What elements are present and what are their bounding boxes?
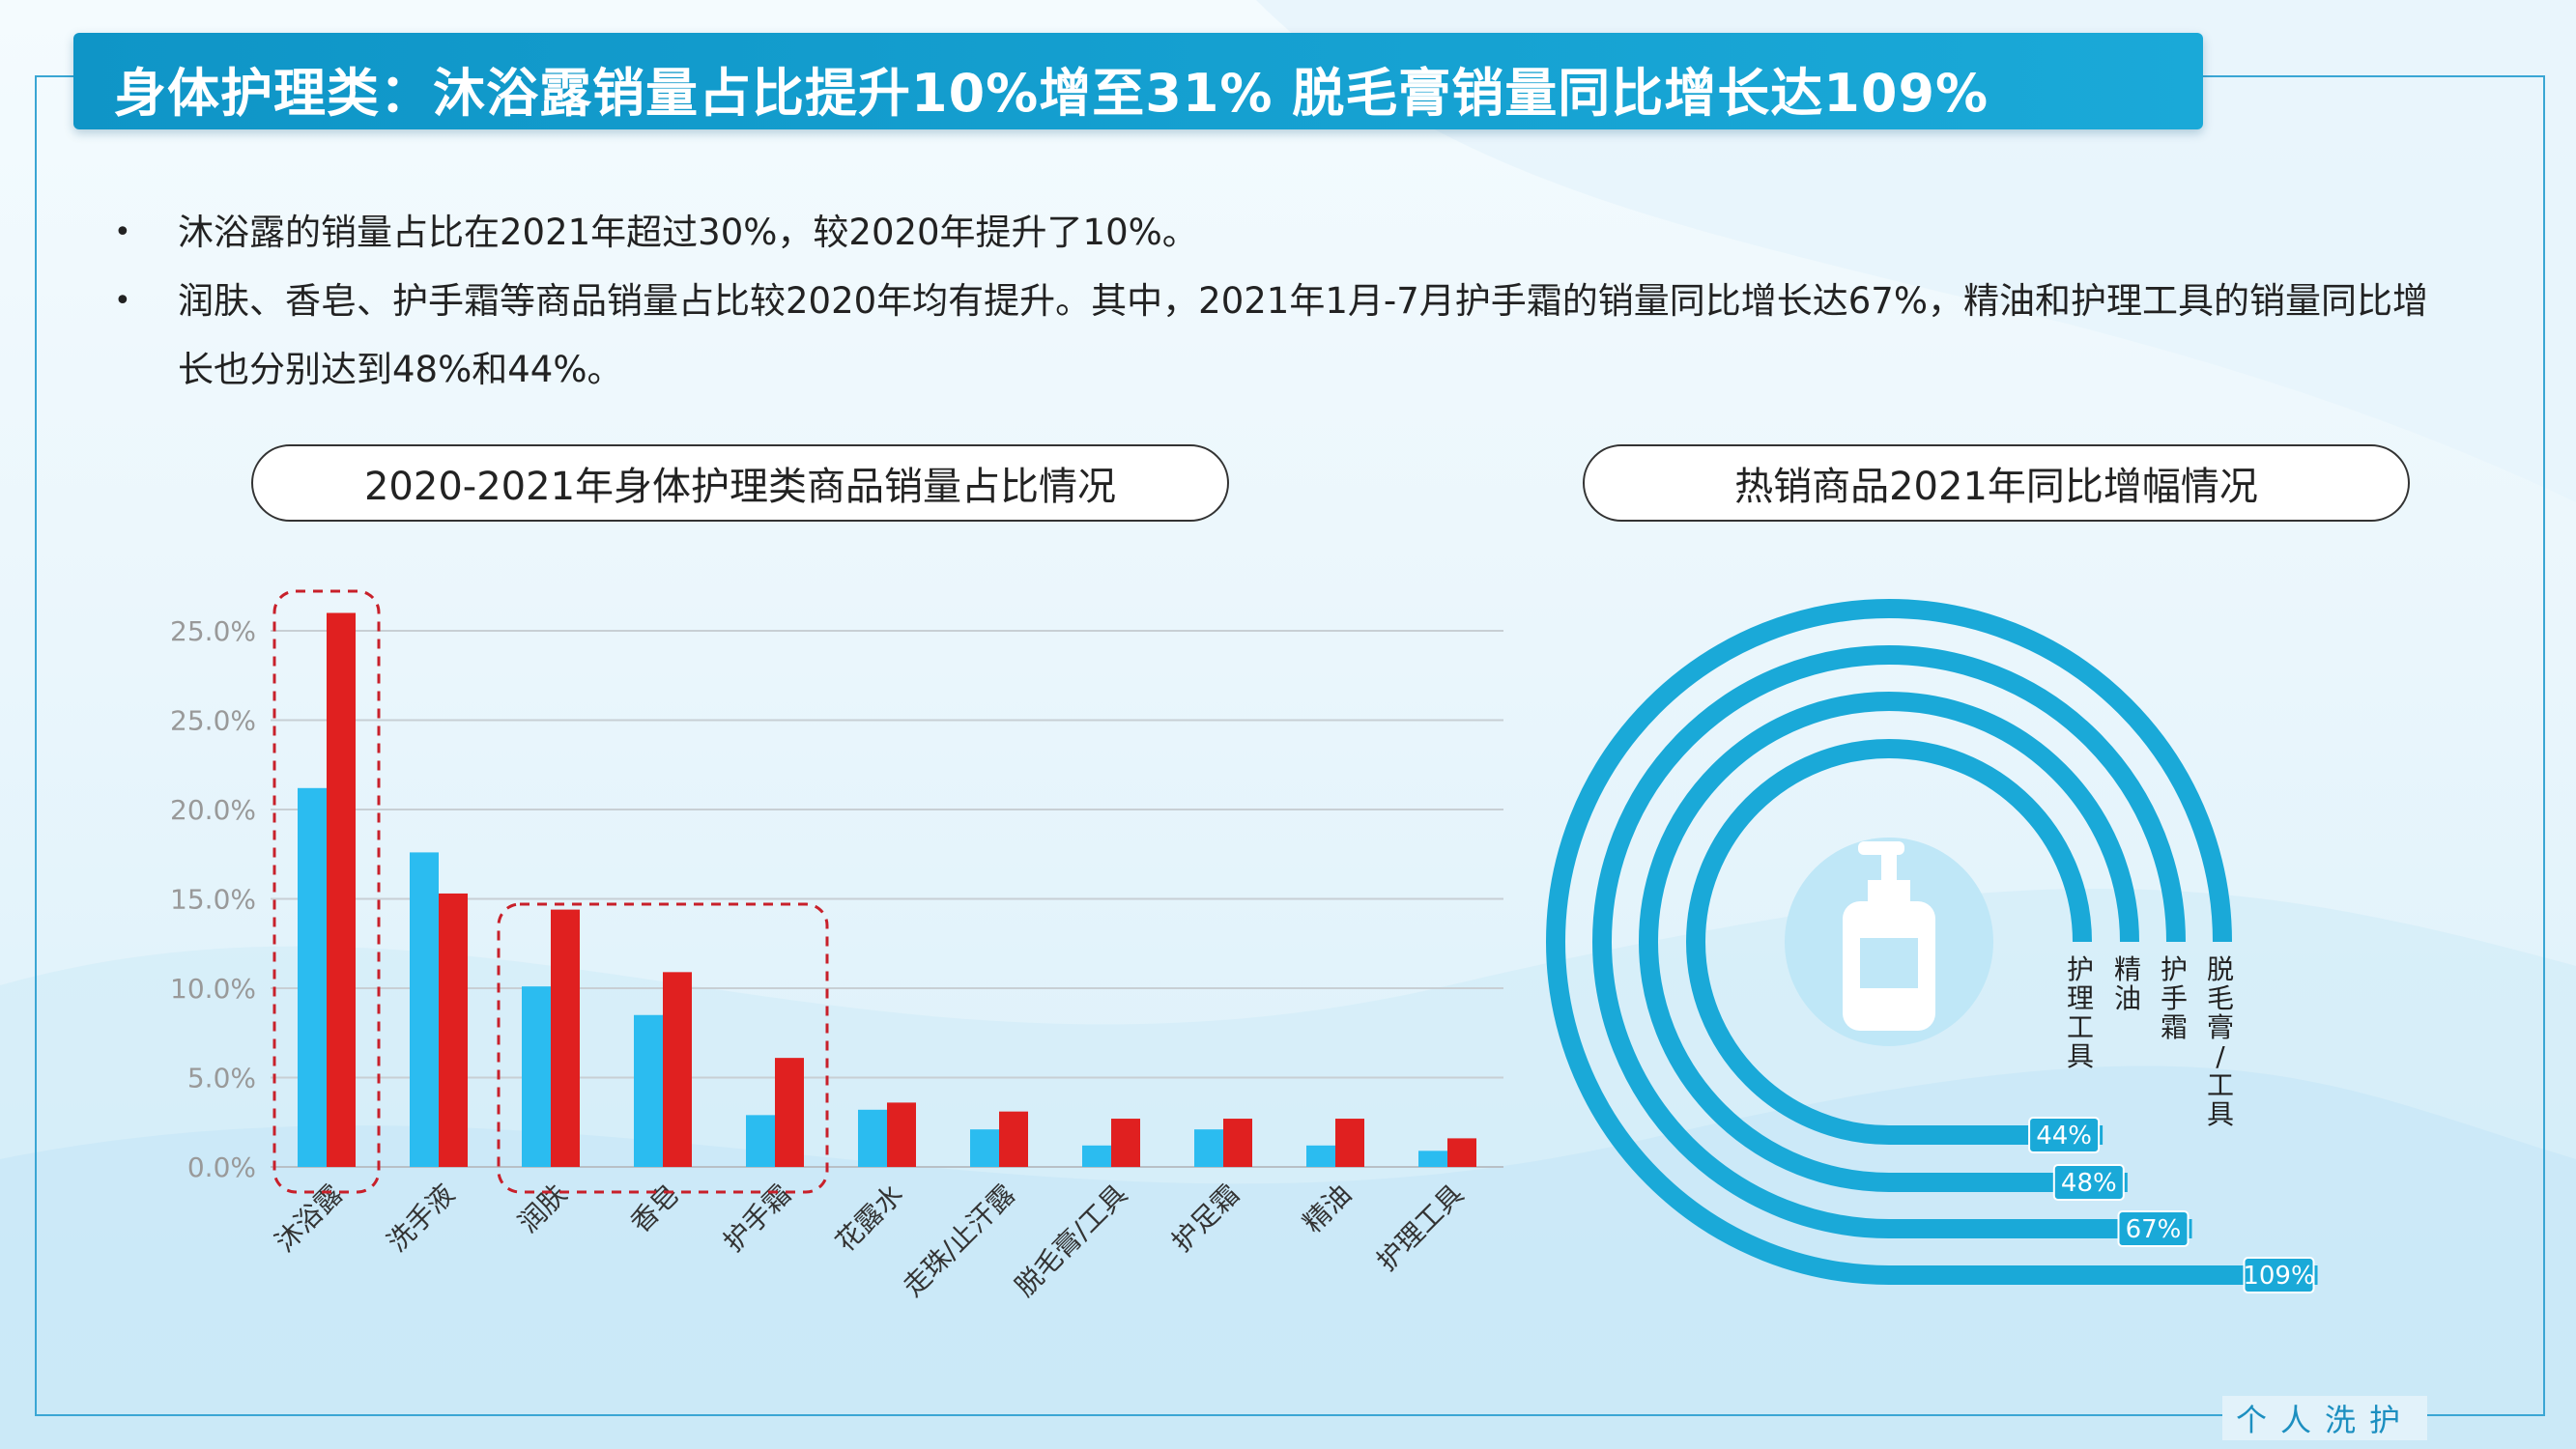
bar-2021 xyxy=(1335,1119,1364,1167)
bottle-neck xyxy=(1868,880,1910,903)
x-category-label: 护手霜 xyxy=(717,1179,797,1259)
value-label: 48% xyxy=(2061,1169,2117,1198)
category-label-char: 脱 xyxy=(2207,953,2234,985)
pump-stem xyxy=(1881,853,1897,882)
x-category-label: 精油 xyxy=(1297,1179,1358,1239)
bar-2020 xyxy=(522,986,551,1167)
x-category-label: 洗手液 xyxy=(381,1179,461,1259)
category-label-char: 理 xyxy=(2067,982,2094,1014)
bar-2021 xyxy=(1447,1138,1476,1167)
bar-2020 xyxy=(746,1115,775,1167)
bottle-label xyxy=(1860,938,1918,988)
bar-2021 xyxy=(663,972,692,1167)
y-tick-label: 25.0% xyxy=(170,615,256,647)
bar-2021 xyxy=(1223,1119,1252,1167)
category-label-char: 毛 xyxy=(2207,982,2234,1014)
title-bar xyxy=(73,33,2203,129)
radial-bar-track xyxy=(1592,645,2192,1238)
x-category-label: 护足霜 xyxy=(1165,1179,1245,1259)
bar-2020 xyxy=(1194,1129,1223,1167)
category-label-char: 手 xyxy=(2161,982,2188,1014)
bar-2020 xyxy=(1306,1145,1335,1167)
category-label-char: 油 xyxy=(2114,982,2141,1014)
bar-2020 xyxy=(858,1109,887,1167)
bar-chart: 0.0%5.0%10.0%15.0%20.0%25.0%25.0%30.0%沐浴… xyxy=(170,589,1503,1303)
bar-2020 xyxy=(634,1014,663,1167)
radial-bar-track xyxy=(1546,599,2318,1285)
bullet-text: 润肤、香皂、护手霜等商品销量占比较2020年均有提升。其中，2021年1月-7月… xyxy=(178,280,2428,390)
bullet-text: 沐浴露的销量占比在2021年超过30%，较2020年提升了10%。 xyxy=(178,212,1198,253)
value-badge xyxy=(2243,1257,2315,1293)
category-label-char: 具 xyxy=(2067,1040,2094,1072)
lotion-pump-bottle-icon xyxy=(1843,841,1935,1031)
x-category-label: 润肤 xyxy=(512,1179,573,1239)
category-label-char: / xyxy=(2216,1040,2225,1072)
y-tick-label: 25.0% xyxy=(170,705,256,737)
value-badge xyxy=(2052,1164,2125,1201)
bar-2021 xyxy=(1111,1119,1140,1167)
radial-chart-title: 热销商品2021年同比增幅情况 xyxy=(1583,444,2410,522)
x-category-label: 花露水 xyxy=(829,1179,909,1259)
bar-2020 xyxy=(1418,1151,1447,1167)
radial-bar-track xyxy=(1639,692,2139,1192)
value-badge xyxy=(2028,1117,2101,1153)
bar-2021 xyxy=(999,1111,1028,1167)
category-label-char: 具 xyxy=(2207,1098,2234,1130)
bar-2020 xyxy=(410,852,439,1167)
bar-2021 xyxy=(551,909,580,1167)
category-label-char: 精 xyxy=(2114,953,2141,985)
category-label-char: 护 xyxy=(2161,953,2188,985)
bullet-item: • 润肤、香皂、护手霜等商品销量占比较2020年均有提升。其中，2021年1月-… xyxy=(114,267,2462,404)
x-category-label: 香皂 xyxy=(624,1179,685,1239)
y-tick-label: 15.0% xyxy=(170,884,256,916)
bullet-dot: • xyxy=(114,284,131,318)
bar-2021 xyxy=(327,612,356,1167)
highlight-box xyxy=(272,589,381,1194)
value-label: 67% xyxy=(2126,1215,2182,1244)
bullet-dot: • xyxy=(114,215,131,249)
x-category-label: 走珠/止汗露 xyxy=(897,1179,1021,1303)
bar-2020 xyxy=(970,1129,999,1167)
highlight-box xyxy=(497,902,829,1194)
value-badge xyxy=(2117,1210,2190,1247)
y-tick-label: 0.0% xyxy=(187,1151,256,1183)
category-label-char: 护 xyxy=(2067,953,2094,985)
category-label-char: 膏 xyxy=(2207,1011,2234,1043)
bar-2020 xyxy=(1082,1145,1111,1167)
page-title: 身体护理类：沐浴露销量占比提升10%增至31% 脱毛膏销量同比增长达109% xyxy=(114,63,1989,124)
x-category-label: 脱毛膏/工具 xyxy=(1009,1179,1133,1303)
bar-2021 xyxy=(439,893,468,1167)
y-tick-label: 10.0% xyxy=(170,973,256,1005)
footer-label: 个人洗护 xyxy=(2222,1396,2428,1440)
x-category-label: 沐浴露 xyxy=(269,1179,349,1259)
category-label-char: 工 xyxy=(2067,1011,2094,1043)
value-label: 44% xyxy=(2036,1122,2092,1151)
category-label-char: 工 xyxy=(2207,1069,2234,1101)
pump-head xyxy=(1858,841,1904,855)
value-label: 109% xyxy=(2243,1262,2314,1291)
radial-bar-track xyxy=(1686,739,2104,1145)
bar-2021 xyxy=(775,1058,804,1167)
y-tick-label: 5.0% xyxy=(187,1063,256,1094)
bar-2021 xyxy=(887,1102,916,1167)
category-label-char: 霜 xyxy=(2161,1011,2188,1043)
bar-chart-title: 2020-2021年身体护理类商品销量占比情况 xyxy=(251,444,1229,522)
bullet-item: • 沐浴露的销量占比在2021年超过30%，较2020年提升了10%。 xyxy=(114,198,2462,267)
y-tick-label: 20.0% xyxy=(170,794,256,826)
x-category-label: 护理工具 xyxy=(1370,1179,1470,1278)
bullet-list: • 沐浴露的销量占比在2021年超过30%，较2020年提升了10%。 • 润肤… xyxy=(114,198,2462,404)
bar-2020 xyxy=(298,787,327,1167)
